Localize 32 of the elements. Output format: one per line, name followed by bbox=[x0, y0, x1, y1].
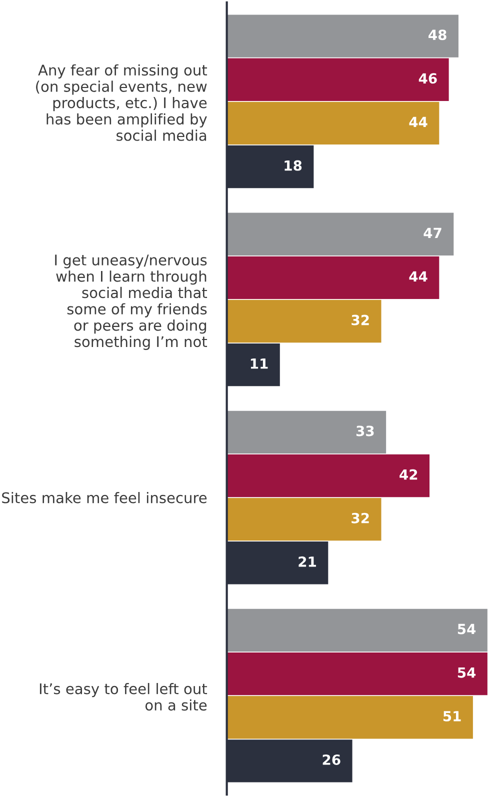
data-label: 42 bbox=[400, 469, 418, 480]
data-label: 47 bbox=[424, 228, 442, 238]
data-label: 44 bbox=[409, 271, 428, 282]
y-tick-label: I get uneasy/nervous when I learn through social media that some of my friends or peers are doing something I’m not bbox=[55, 254, 208, 350]
bar bbox=[226, 696, 473, 739]
bar bbox=[226, 256, 440, 300]
data-label: 51 bbox=[443, 711, 461, 722]
y-tick-label: Sites make me feel insecure bbox=[2, 492, 207, 504]
bar bbox=[226, 652, 488, 696]
data-label: 32 bbox=[352, 314, 369, 326]
data-label: 11 bbox=[250, 358, 268, 369]
bar bbox=[226, 14, 458, 58]
data-label: 46 bbox=[418, 73, 437, 84]
bar bbox=[226, 498, 382, 541]
data-label: 18 bbox=[284, 160, 302, 171]
data-label: 54 bbox=[458, 624, 476, 634]
data-label: 21 bbox=[298, 556, 316, 567]
bar bbox=[226, 454, 430, 498]
data-label: 26 bbox=[322, 754, 340, 765]
data-label: 48 bbox=[428, 30, 446, 40]
bar bbox=[226, 212, 454, 256]
bar bbox=[226, 410, 386, 454]
bar bbox=[226, 102, 440, 145]
data-label: 54 bbox=[458, 668, 476, 678]
data-label: 44 bbox=[409, 116, 428, 128]
bar bbox=[226, 608, 488, 652]
y-tick-label: It’s easy to feel left out on a site bbox=[40, 682, 208, 711]
bar bbox=[226, 300, 382, 343]
y-tick-label: Any fear of missing out (on special events, new products, etc.) I have has been amplified by social media bbox=[36, 64, 208, 141]
data-label: 33 bbox=[356, 426, 374, 436]
data-label: 32 bbox=[352, 512, 369, 524]
bar bbox=[226, 58, 449, 101]
